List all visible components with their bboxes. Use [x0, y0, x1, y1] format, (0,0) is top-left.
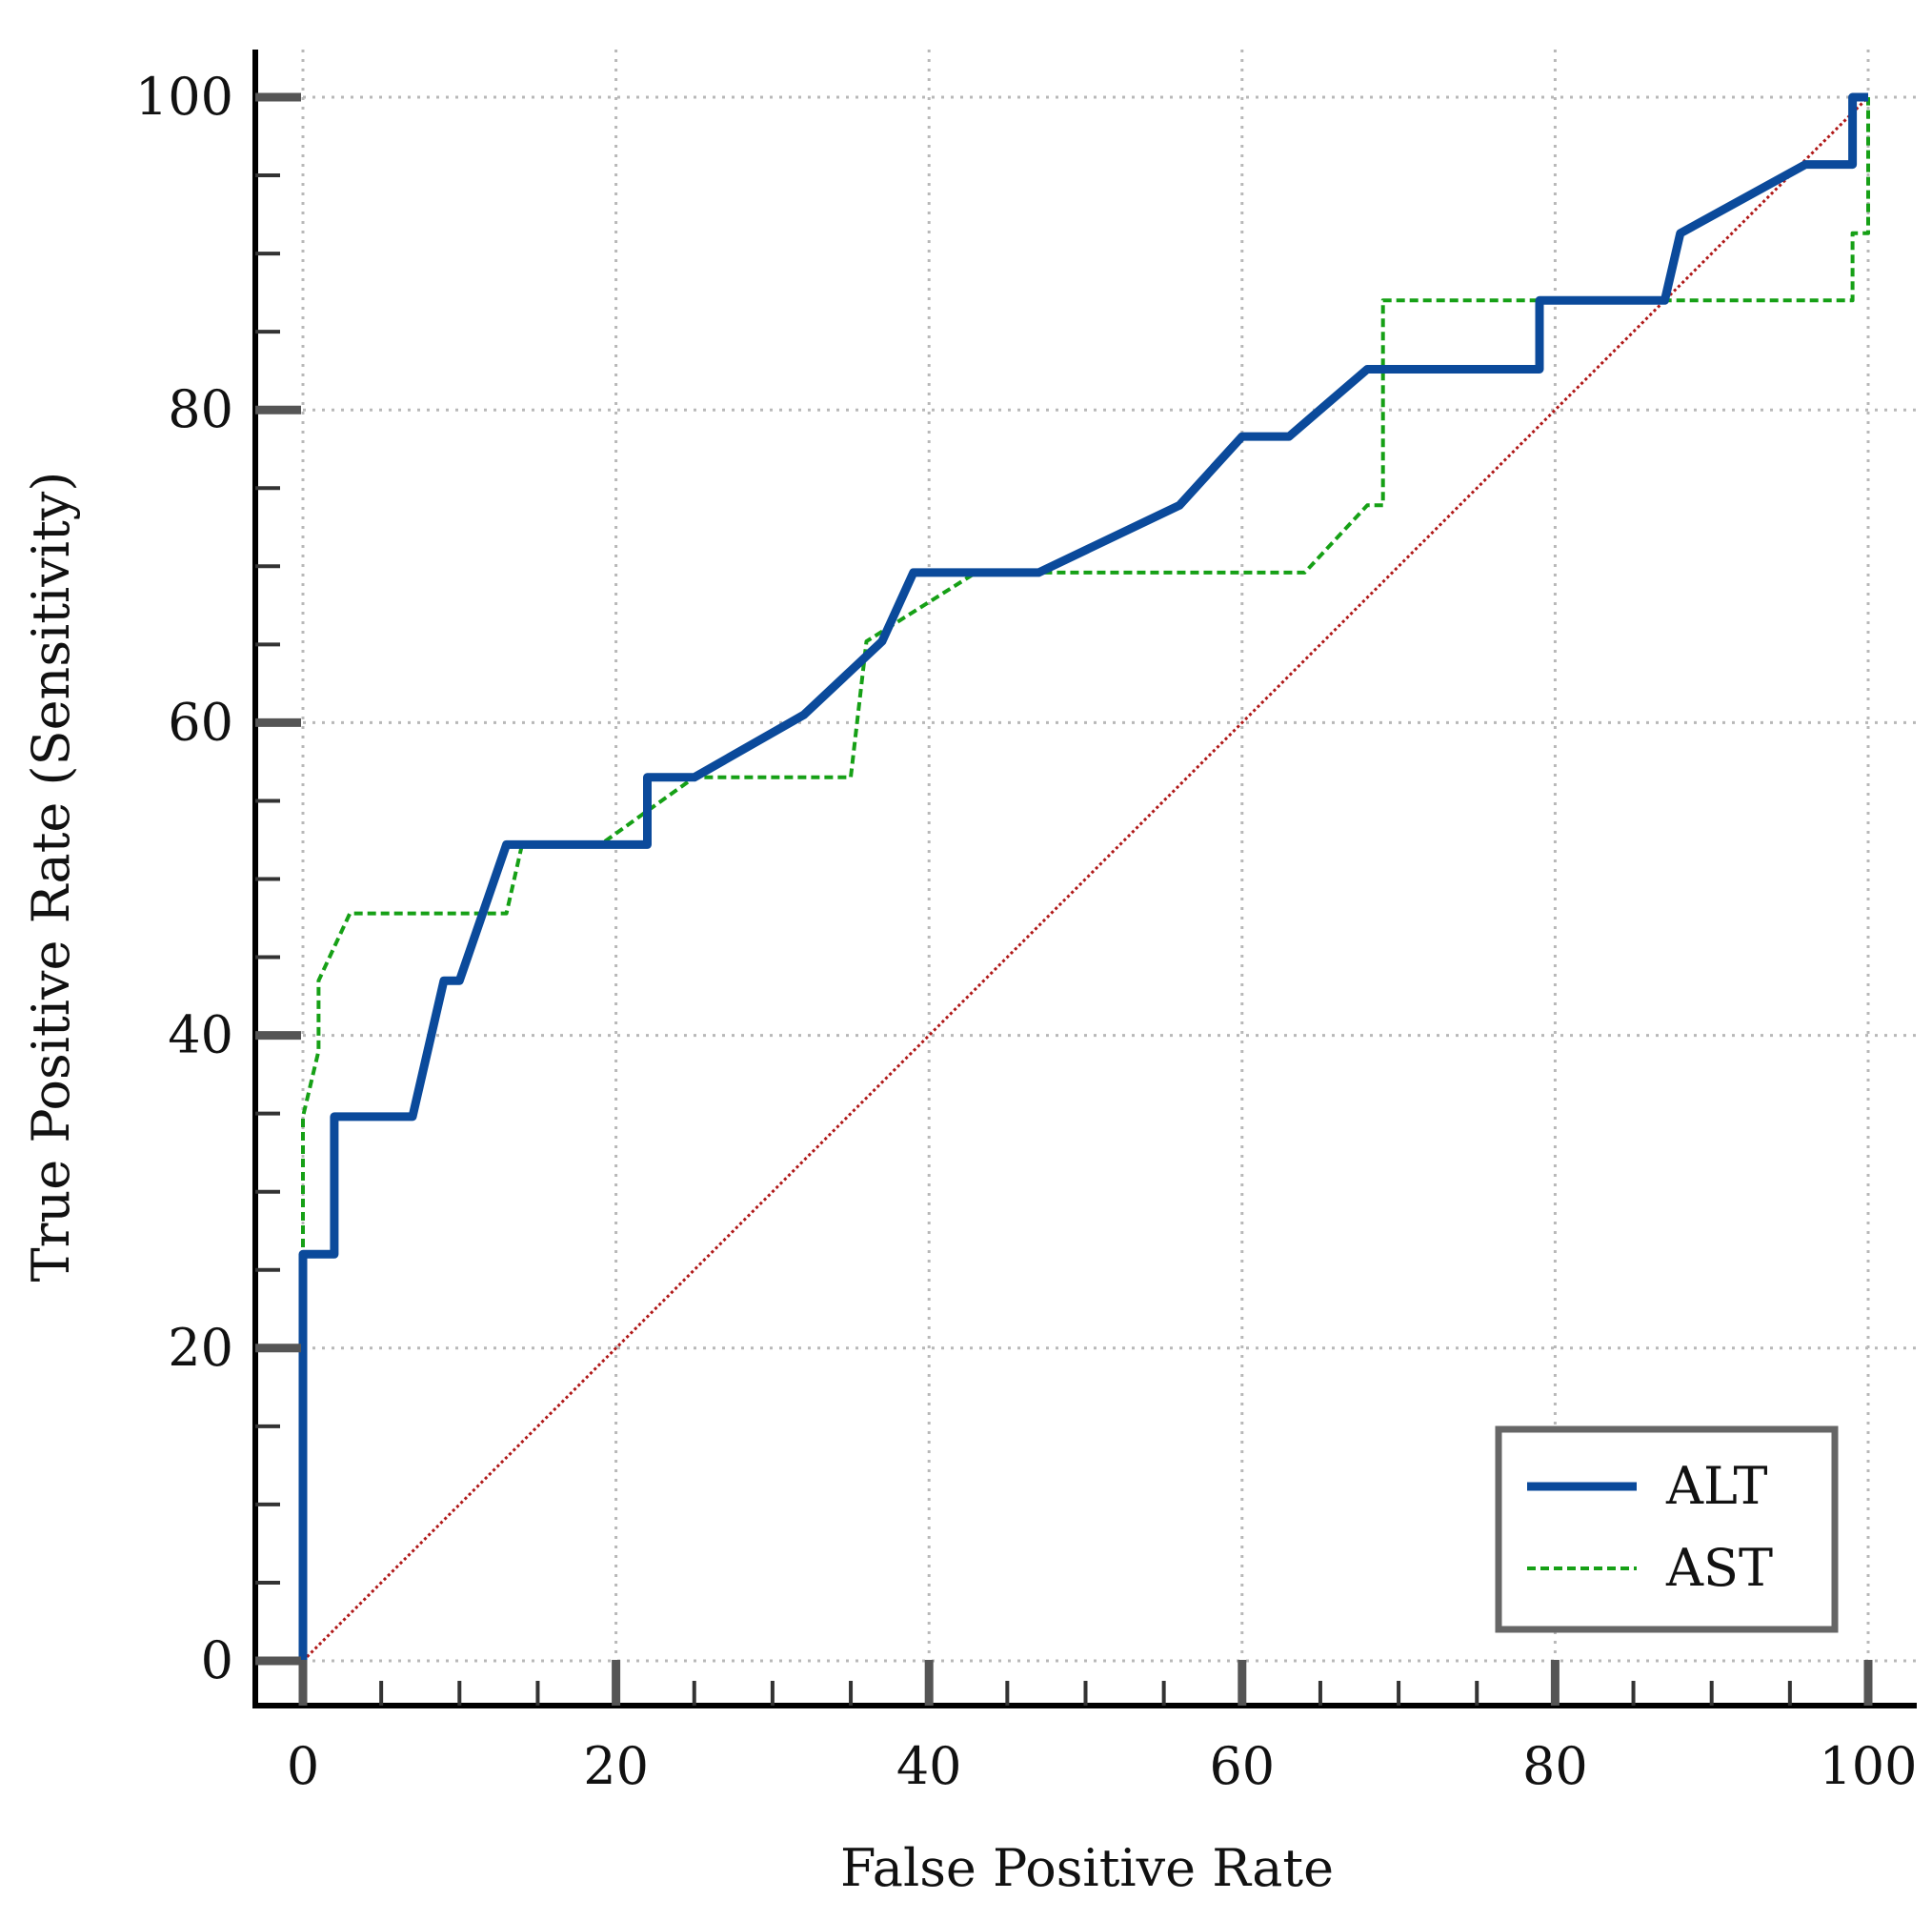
y-tick-label: 20	[168, 1318, 233, 1378]
x-tick-label: 40	[896, 1736, 962, 1796]
y-axis-title: True Positive Rate (Sensitivity)	[21, 472, 81, 1283]
axes	[252, 50, 1917, 1708]
y-tick-label: 100	[135, 67, 233, 127]
series-layer	[298, 92, 1870, 1661]
legend-label-alt: ALT	[1665, 1456, 1767, 1516]
x-tick-label: 60	[1209, 1736, 1275, 1796]
y-tick-label: 80	[168, 379, 233, 439]
legend-box	[1495, 1425, 1839, 1633]
series-line-alt	[298, 92, 1868, 1661]
x-tick-label: 100	[1819, 1736, 1917, 1796]
y-tick-label: 60	[168, 692, 233, 752]
legend-label-ast: AST	[1665, 1538, 1773, 1598]
y-tick-label: 40	[168, 1005, 233, 1065]
x-tick-label: 80	[1522, 1736, 1588, 1796]
x-tick-label: 0	[287, 1736, 319, 1796]
x-tick-label: 20	[583, 1736, 649, 1796]
legend: ALT AST	[1495, 1425, 1839, 1633]
series-line-ast	[301, 97, 1870, 1661]
tick-labels: 0 20 40 60 80 100 0 20 40 60 80 100	[135, 67, 1918, 1796]
y-tick-label: 0	[201, 1630, 233, 1690]
x-axis-title: False Positive Rate	[840, 1838, 1334, 1898]
